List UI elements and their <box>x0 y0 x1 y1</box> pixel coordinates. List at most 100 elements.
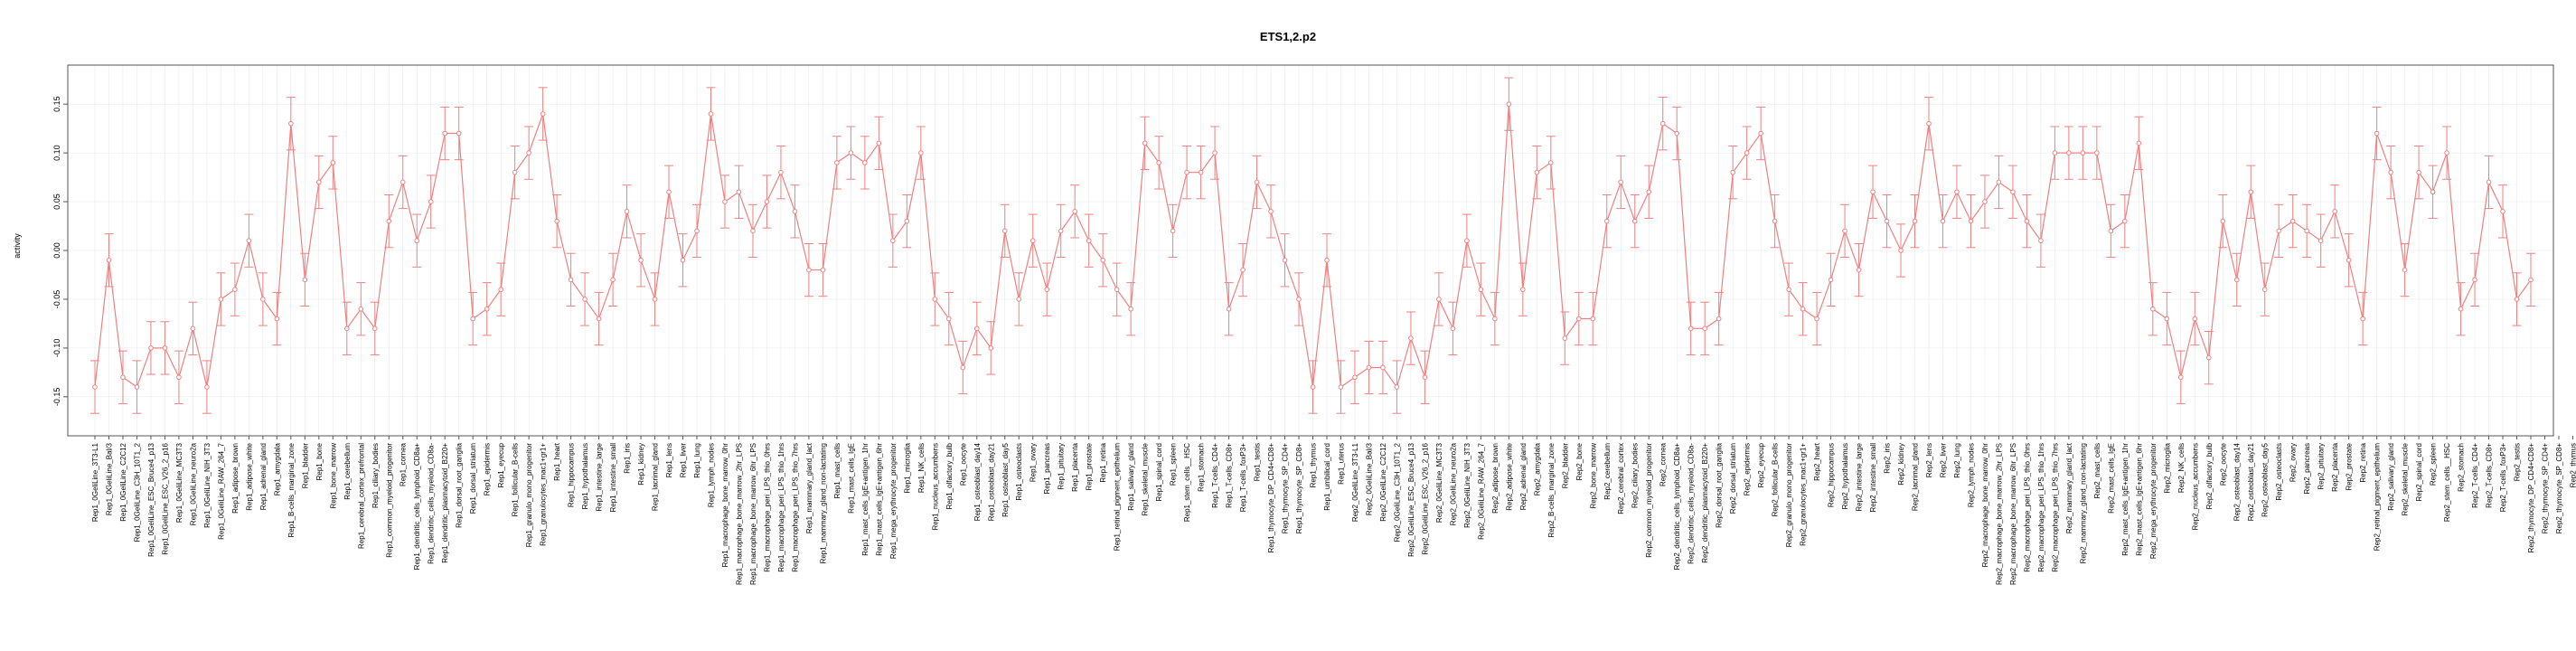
x-tick-label: Rep2_cerebral_cortex <box>1617 443 1625 514</box>
x-tick-label: Rep2_macrophage_peri_LPS_thio_1hrs <box>2037 443 2045 572</box>
data-point <box>2094 150 2100 156</box>
x-tick-label: Rep1_0GeliLine_MC3T3 <box>175 442 183 523</box>
data-point <box>1086 238 1092 244</box>
data-point <box>343 326 350 332</box>
x-tick-label: Rep1_granulo_mono_progenitor <box>525 443 533 548</box>
x-tick-label: Rep1_0GeliLine_C2C12 <box>119 442 127 521</box>
data-point <box>92 384 98 390</box>
x-tick-label: Rep2_macrophage_peri_LPS_thio_7hrs <box>2051 443 2059 572</box>
x-tick-label: Rep1_0GeliLine_Bal/3 <box>105 442 113 515</box>
data-point <box>316 179 322 185</box>
data-point <box>973 326 980 332</box>
data-point <box>1884 218 1890 224</box>
x-tick-label: Rep2_T-cells_CD8+ <box>2486 443 2494 508</box>
x-tick-label: Rep2_testis <box>2514 443 2522 481</box>
x-tick-label: Rep1_0GeliLine_neuro2a <box>189 442 197 525</box>
x-axis-ticks: Rep1_0GeliLine_3T3-L1 Rep1_0GeliLine_Bal/… <box>91 436 2576 585</box>
x-tick-label: Rep2_0GeliLine_MC3T3 <box>1435 442 1443 523</box>
data-point <box>302 277 308 283</box>
x-tick-label: Rep1_dendritic_plasmacytoid_B220+ <box>441 443 449 563</box>
x-tick-label: Rep2_stem_cells__HSC <box>2443 443 2451 522</box>
x-tick-label: Rep2_prostate <box>2346 442 2354 490</box>
data-point <box>2248 189 2254 195</box>
x-tick-label: Rep1_stem_cells__HSC <box>1183 443 1191 522</box>
data-point <box>498 287 503 292</box>
x-tick-label: Rep2_ciliary_bodies <box>1631 443 1640 508</box>
x-tick-label: Rep2_lens <box>1925 443 1933 477</box>
x-tick-label: Rep1_umbilical_cord <box>1323 443 1331 511</box>
data-point <box>1478 287 1484 292</box>
data-point <box>456 130 462 137</box>
x-tick-label: Rep2_cornea <box>1659 442 1668 486</box>
x-tick-label: Rep1_follicular_B-cells <box>512 443 520 516</box>
x-tick-label: Rep2_mast_cells_IgE+antigen_6hr <box>2135 443 2143 556</box>
data-point <box>162 345 168 351</box>
data-point <box>1240 267 1246 273</box>
x-tick-label: Rep2_0GeliLine_neuro2a <box>1449 442 1457 525</box>
data-point <box>2332 209 2337 214</box>
x-tick-label: Rep2_dorsal_striatum <box>1729 443 1737 514</box>
data-point <box>820 267 826 273</box>
x-tick-label: Rep1_pituitary <box>1058 443 1066 490</box>
x-tick-label: Rep1_prostate <box>1086 442 1094 490</box>
x-tick-label: Rep1_lung <box>693 443 701 478</box>
data-point <box>918 150 924 156</box>
data-point <box>1492 316 1498 322</box>
data-point <box>1954 189 1960 195</box>
data-point <box>945 316 952 322</box>
data-point <box>2220 218 2226 224</box>
data-point <box>1142 140 1148 146</box>
data-point <box>1254 179 1260 185</box>
x-tick-label: Rep1_mammary_gland_lact <box>805 442 813 533</box>
y-tick-label: -0.05 <box>52 290 61 309</box>
data-point <box>1100 257 1105 263</box>
x-tick-label: Rep1_0GeliLine_NIH_3T3 <box>203 442 212 527</box>
x-tick-label: Rep2_hypothalamus <box>1841 443 1849 509</box>
x-tick-label: Rep2_amygdala <box>1533 442 1541 495</box>
data-point <box>2122 218 2128 224</box>
x-tick-label: Rep2_osteoclasts <box>2275 443 2283 501</box>
data-point <box>1001 228 1008 234</box>
x-tick-label: Rep1_bone_marrow <box>329 443 337 509</box>
data-point <box>1744 150 1750 156</box>
x-tick-label: Rep2_thymocyte_SP_CD8+ <box>2555 443 2563 534</box>
x-tick-label: Rep1_ciliary_bodies <box>371 443 380 508</box>
y-tick-label: 0.00 <box>52 242 61 259</box>
x-tick-label: Rep2_dendritic_plasmacytoid_B220+ <box>1701 443 1709 563</box>
x-tick-label: Rep2_dendritic_cells_myeloid_CD8a- <box>1688 443 1696 564</box>
data-point <box>1926 120 1932 127</box>
x-tick-label: Rep1_macrophage_peri_LPS_thio_1hrs <box>777 443 785 572</box>
data-point <box>274 316 280 322</box>
x-tick-label: Rep1_thymocyte_SP_CD4+ <box>1282 443 1290 534</box>
x-tick-label: Rep2_eyecup <box>1757 442 1765 487</box>
x-tick-label: Rep1_stomach <box>1198 443 1206 492</box>
x-tick-label: Rep1_mammary_gland_non-lactating <box>819 443 827 563</box>
x-tick-label: Rep2_liver <box>1939 443 1947 478</box>
x-tick-label: Rep2_B-cells_marginal_zone <box>1547 442 1556 537</box>
x-tick-label: Rep2_heart <box>1813 442 1821 481</box>
data-point <box>2514 297 2520 302</box>
data-point <box>1422 374 1428 381</box>
data-point <box>232 287 238 292</box>
x-tick-label: Rep1_mast_cells_IgE <box>847 443 855 514</box>
data-point <box>2150 306 2156 312</box>
data-point <box>764 199 770 204</box>
data-point <box>680 257 686 263</box>
data-point <box>1702 326 1707 332</box>
data-point <box>1842 228 1847 234</box>
data-point <box>330 160 336 165</box>
x-tick-label: Rep1_iris <box>624 443 632 474</box>
x-tick-label: Rep2_stomach <box>2458 443 2466 492</box>
data-point <box>1772 218 1778 224</box>
data-point <box>960 364 966 371</box>
x-tick-label: Rep1_mast_cells_IgE+antigen_1hr <box>861 443 870 556</box>
data-point <box>848 150 854 156</box>
x-tick-label: Rep2_spinal_cord <box>2415 443 2423 502</box>
data-point <box>2177 374 2184 381</box>
data-point <box>904 218 910 224</box>
data-point <box>2108 228 2114 234</box>
x-tick-label: Rep2_microglia <box>2163 442 2171 493</box>
data-point <box>484 306 490 312</box>
data-point <box>1128 306 1133 312</box>
data-point <box>1716 316 1722 322</box>
